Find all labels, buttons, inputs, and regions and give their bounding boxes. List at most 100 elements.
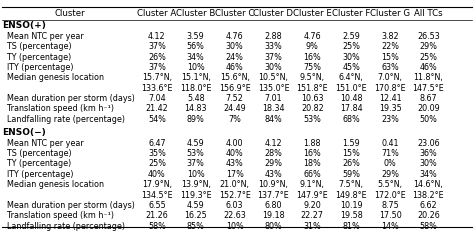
Text: 5.48: 5.48 [187,94,205,103]
Text: 9.20: 9.20 [303,201,321,210]
Text: 24.49: 24.49 [223,105,246,114]
Text: 30%: 30% [419,160,437,169]
Text: 5.5°N,: 5.5°N, [378,180,402,189]
Text: 19.35: 19.35 [379,105,401,114]
Text: 170.8°E: 170.8°E [374,84,406,93]
Text: 16%: 16% [303,149,321,158]
Text: 75%: 75% [303,63,321,72]
Text: 58%: 58% [148,222,166,231]
Text: 6.62: 6.62 [419,201,437,210]
Text: 35%: 35% [148,149,166,158]
Text: 28%: 28% [264,149,283,158]
Text: 30%: 30% [342,53,360,62]
Text: 71%: 71% [381,149,399,158]
Text: TS (percentage): TS (percentage) [2,149,72,158]
Text: 21.0°N,: 21.0°N, [219,180,250,189]
Text: 14.83: 14.83 [184,105,207,114]
Text: 29%: 29% [381,170,399,179]
Text: 119.3°E: 119.3°E [180,191,211,200]
Text: 53%: 53% [187,149,205,158]
Text: 20.26: 20.26 [417,211,439,220]
Text: 13.9°N,: 13.9°N, [181,180,211,189]
Text: Cluster F: Cluster F [332,9,370,18]
Text: 15.7°N,: 15.7°N, [142,73,172,82]
Text: 1.59: 1.59 [342,139,360,148]
Text: 6.4°N,: 6.4°N, [339,73,364,82]
Text: 15%: 15% [381,53,399,62]
Text: Mean duration per storm (days): Mean duration per storm (days) [2,94,135,103]
Text: 4.76: 4.76 [303,32,321,41]
Text: 56%: 56% [187,42,205,51]
Text: 6.55: 6.55 [148,201,166,210]
Text: 80%: 80% [264,222,283,231]
Text: 19.18: 19.18 [262,211,285,220]
Text: 147.5°E: 147.5°E [412,84,444,93]
Text: 46%: 46% [419,63,437,72]
Text: 4.59: 4.59 [187,139,205,148]
Text: Cluster B: Cluster B [176,9,216,18]
Text: 16%: 16% [303,53,321,62]
Text: 17.9°N,: 17.9°N, [142,180,172,189]
Text: 138.2°E: 138.2°E [412,191,444,200]
Text: 137.7°E: 137.7°E [258,191,289,200]
Text: TY (percentage): TY (percentage) [2,160,72,169]
Text: Mean NTC per year: Mean NTC per year [2,32,84,41]
Text: 7.01: 7.01 [264,94,283,103]
Text: 8.67: 8.67 [419,94,437,103]
Text: Landfalling rate (percentage): Landfalling rate (percentage) [2,115,125,124]
Text: 46%: 46% [226,63,244,72]
Text: 43%: 43% [226,160,244,169]
Text: 4.00: 4.00 [226,139,243,148]
Text: 3.59: 3.59 [187,32,205,41]
Text: 3.82: 3.82 [381,32,399,41]
Text: 26%: 26% [342,160,360,169]
Text: 26%: 26% [148,53,166,62]
Text: Median genesis location: Median genesis location [2,73,104,82]
Text: 12.41: 12.41 [379,94,401,103]
Text: 63%: 63% [381,63,399,72]
Text: 10%: 10% [187,170,205,179]
Text: 10.63: 10.63 [301,94,324,103]
Text: 6.80: 6.80 [265,201,282,210]
Text: 10.19: 10.19 [340,201,363,210]
Text: 18.34: 18.34 [262,105,285,114]
Text: 23.06: 23.06 [417,139,439,148]
Text: 135.0°E: 135.0°E [258,84,289,93]
Text: 17%: 17% [226,170,244,179]
Text: Cluster E: Cluster E [293,9,332,18]
Text: 68%: 68% [342,115,360,124]
Text: 53%: 53% [303,115,321,124]
Text: 1.88: 1.88 [304,139,321,148]
Text: TY (percentage): TY (percentage) [2,53,72,62]
Text: 37%: 37% [264,53,283,62]
Text: 10%: 10% [187,63,205,72]
Text: 31%: 31% [303,222,321,231]
Text: Cluster: Cluster [55,9,85,18]
Text: ENSO(−): ENSO(−) [2,128,46,137]
Text: 36%: 36% [419,149,437,158]
Text: All TCs: All TCs [414,9,443,18]
Text: Cluster D: Cluster D [254,9,293,18]
Text: 40%: 40% [148,170,166,179]
Text: 7.52: 7.52 [226,94,244,103]
Text: 133.6°E: 133.6°E [141,84,173,93]
Text: 152.7°E: 152.7°E [219,191,251,200]
Text: 6.47: 6.47 [148,139,166,148]
Text: Cluster A: Cluster A [137,9,176,18]
Text: 30%: 30% [226,42,244,51]
Text: 37%: 37% [148,63,166,72]
Text: 30%: 30% [264,63,283,72]
Text: 50%: 50% [419,115,437,124]
Text: 118.0°E: 118.0°E [180,84,211,93]
Text: Cluster G: Cluster G [370,9,410,18]
Text: 85%: 85% [187,222,205,231]
Text: 147.9°E: 147.9°E [297,191,328,200]
Text: 84%: 84% [264,115,283,124]
Text: 7.0°N,: 7.0°N, [378,73,402,82]
Text: 7%: 7% [228,115,241,124]
Text: 59%: 59% [342,170,360,179]
Text: 8.75: 8.75 [381,201,399,210]
Text: 22.63: 22.63 [223,211,246,220]
Text: 15.1°N,: 15.1°N, [181,73,211,82]
Text: 4.12: 4.12 [148,32,166,41]
